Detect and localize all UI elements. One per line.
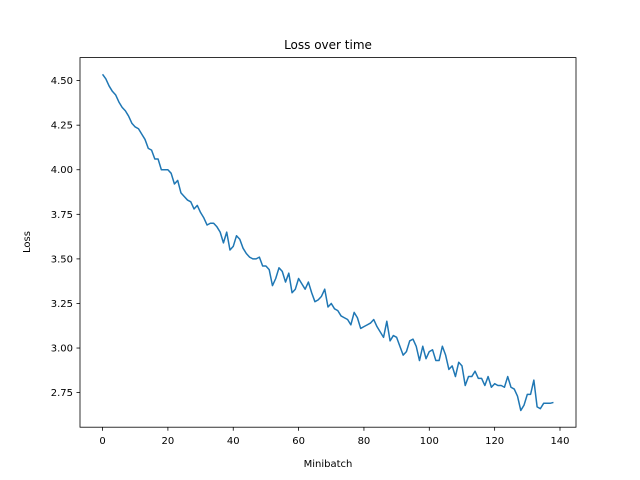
- plot-frame: [79, 57, 577, 428]
- y-tick-label: 3.50: [51, 254, 73, 265]
- y-tick-label: 4.25: [51, 121, 73, 132]
- y-axis-label: Loss: [22, 231, 33, 253]
- y-tick-label: 4.00: [51, 165, 73, 176]
- y-tick-label: 2.75: [51, 388, 73, 399]
- x-tick-label: 140: [550, 436, 569, 447]
- y-tick-label: 3.25: [51, 299, 73, 310]
- loss-line: [101, 73, 554, 412]
- y-tick-label: 4.50: [51, 76, 73, 87]
- x-tick-label: 40: [227, 436, 240, 447]
- y-tick-label: 3.00: [51, 344, 73, 355]
- x-tick-label: 20: [162, 436, 175, 447]
- y-tick-label: 3.75: [51, 210, 73, 221]
- x-tick-label: 60: [292, 436, 305, 447]
- x-tick-label: 100: [420, 436, 439, 447]
- x-tick-label: 80: [358, 436, 371, 447]
- x-axis-label: Minibatch: [304, 459, 353, 470]
- x-tick-label: 120: [485, 436, 504, 447]
- x-tick-label: 0: [99, 436, 105, 447]
- chart-title: Loss over time: [284, 38, 372, 52]
